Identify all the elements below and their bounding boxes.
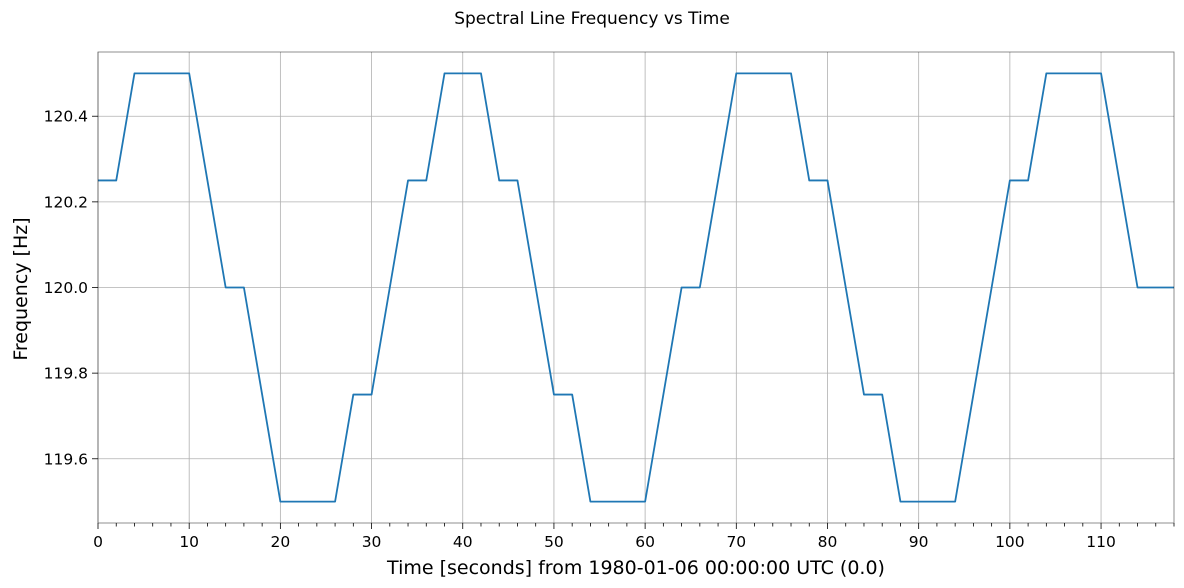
- x-tick-label: 90: [909, 533, 929, 551]
- y-tick-label: 119.8: [44, 365, 88, 383]
- x-axis-label: Time [seconds] from 1980-01-06 00:00:00 …: [386, 557, 885, 579]
- x-tick-label: 70: [726, 533, 746, 551]
- x-tick-label: 0: [93, 533, 103, 551]
- x-ticks: 0 10 20 30 40 50 60 70 80 90 100 110: [93, 523, 1175, 551]
- x-tick-label: 40: [453, 533, 473, 551]
- y-axis-label: Frequency [Hz]: [10, 217, 32, 360]
- x-tick-label: 30: [362, 533, 382, 551]
- x-tick-label: 50: [544, 533, 564, 551]
- series-layer: [98, 72, 1174, 503]
- y-tick-label: 120.0: [44, 279, 88, 297]
- y-tick-label: 120.4: [44, 108, 88, 126]
- x-tick-label: 60: [635, 533, 655, 551]
- chart-title: Spectral Line Frequency vs Time: [454, 9, 730, 29]
- series-line: [98, 72, 1174, 503]
- x-tick-label: 10: [179, 533, 199, 551]
- x-tick-label: 20: [271, 533, 291, 551]
- y-gridlines: [98, 115, 1174, 460]
- x-tick-label: 100: [995, 533, 1025, 551]
- x-tick-label: 80: [818, 533, 838, 551]
- y-ticks: 119.6 119.8 120.0 120.2 120.4: [44, 108, 98, 468]
- y-tick-label: 120.2: [44, 193, 88, 211]
- x-tick-label: 110: [1086, 533, 1116, 551]
- y-tick-label: 119.6: [44, 450, 88, 468]
